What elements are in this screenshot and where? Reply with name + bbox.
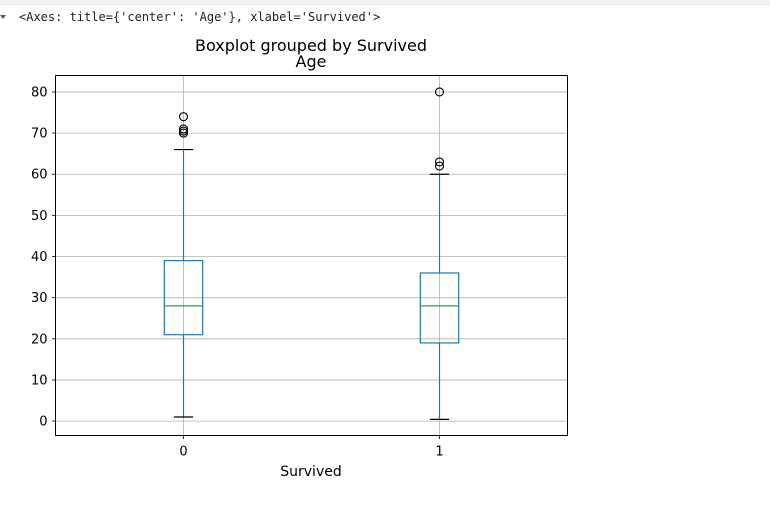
outlier-point <box>434 157 445 167</box>
y-tick-label: 30 <box>31 291 48 306</box>
outlier-point <box>434 87 445 97</box>
cell-top-border <box>0 0 770 5</box>
y-tick-label: 0 <box>39 415 47 430</box>
box-layer <box>163 87 460 420</box>
iqr-box <box>163 260 204 336</box>
x-tick-label: 1 <box>435 445 443 460</box>
y-tick-label: 60 <box>31 168 48 183</box>
iqr-box <box>419 272 460 344</box>
outlier-point <box>434 161 445 171</box>
y-tick-label: 40 <box>31 250 48 265</box>
chart-title: Age <box>296 52 327 71</box>
grid-layer <box>55 75 568 436</box>
plot-frame <box>55 75 568 436</box>
x-axis-label: Survived <box>280 464 341 480</box>
boxplot-group <box>419 87 460 420</box>
outlier-point <box>178 124 189 134</box>
chart-suptitle: Boxplot grouped by Survived <box>195 36 427 55</box>
y-tick-label: 10 <box>31 373 48 388</box>
outlier-point <box>178 112 189 122</box>
axes-repr-output: <Axes: title={'center': 'Age'}, xlabel='… <box>19 10 381 24</box>
collapse-output-icon[interactable] <box>0 15 6 19</box>
tick-layer: 0 10 20 30 40 50 60 70 80 0 1 <box>31 85 444 459</box>
boxplot-group <box>163 112 204 418</box>
y-tick-label: 70 <box>31 127 48 142</box>
y-tick-label: 20 <box>31 332 48 347</box>
y-tick-label: 80 <box>31 85 48 100</box>
y-tick-label: 50 <box>31 209 48 224</box>
x-tick-label: 0 <box>179 445 187 460</box>
